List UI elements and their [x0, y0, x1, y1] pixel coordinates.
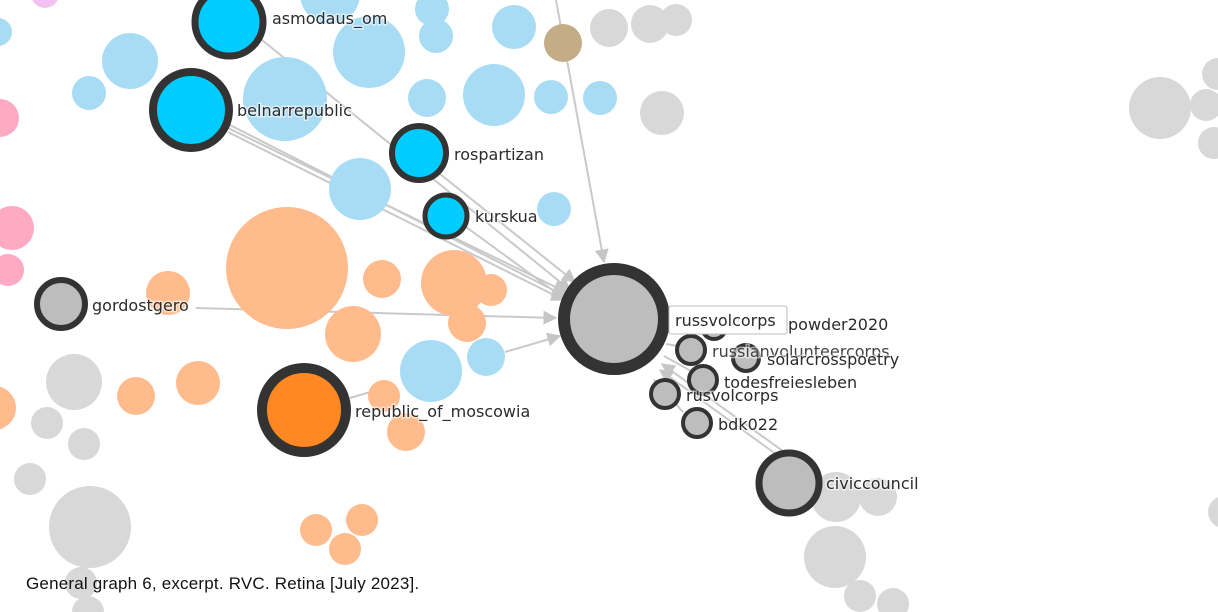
node-bdk022[interactable] — [681, 407, 713, 439]
node — [117, 377, 155, 415]
node — [68, 428, 100, 460]
label-russianvolunteercorps: russianvolunteercorps — [712, 342, 890, 361]
node — [346, 504, 378, 536]
node — [1202, 58, 1218, 90]
node-russvolcorps[interactable] — [558, 263, 670, 375]
node — [31, 407, 63, 439]
node — [363, 260, 401, 298]
node — [1208, 497, 1218, 527]
node — [300, 0, 360, 24]
node — [49, 486, 131, 568]
label-gordostgero: gordostgero — [92, 296, 189, 315]
node — [400, 340, 462, 402]
node-todesfreiesleben[interactable] — [687, 364, 719, 396]
node — [387, 413, 425, 451]
edge — [461, 223, 568, 301]
node-kurskua[interactable] — [422, 192, 470, 240]
label-powder2020: powder2020 — [788, 315, 888, 334]
node — [368, 380, 400, 412]
node — [65, 567, 97, 599]
label-belnarrepublic: belnarrepublic — [237, 101, 352, 120]
node — [333, 16, 405, 88]
node — [859, 478, 897, 516]
label-kurskua: kurskua — [475, 207, 538, 226]
node — [421, 250, 487, 316]
label-republic_of_moscowia: republic_of_moscowia — [355, 402, 530, 422]
node-republic_of_moscowia[interactable] — [257, 363, 351, 457]
node-russianvolunteercorps[interactable] — [675, 334, 707, 366]
node — [0, 99, 19, 137]
node — [226, 207, 348, 329]
node — [72, 596, 104, 612]
node — [463, 64, 525, 126]
node — [1198, 127, 1218, 159]
node — [0, 386, 16, 430]
node — [1129, 77, 1191, 139]
node — [300, 514, 332, 546]
hover-label-box — [668, 305, 788, 335]
node — [537, 192, 571, 226]
label-solarcrosspoetry: solarcrosspoetry — [767, 350, 899, 369]
node-rusvolcorps[interactable] — [649, 378, 681, 410]
node — [631, 5, 669, 43]
node — [0, 206, 34, 250]
node — [660, 4, 692, 36]
node — [844, 580, 876, 612]
node — [804, 526, 866, 588]
edge — [504, 332, 562, 353]
label-rusvolcorps: rusvolcorps — [686, 386, 778, 405]
node — [146, 271, 190, 315]
node — [811, 472, 861, 522]
node-asmodaus_om[interactable] — [191, 0, 267, 60]
node — [475, 274, 507, 306]
node — [329, 158, 391, 220]
node-solarcrosspoetry[interactable] — [731, 343, 761, 373]
figure-caption: General graph 6, excerpt. RVC. Retina [J… — [26, 574, 420, 593]
node — [325, 306, 381, 362]
node — [46, 354, 102, 410]
node — [877, 588, 909, 612]
node — [415, 0, 449, 26]
node — [329, 533, 361, 565]
highlighted-nodes — [34, 0, 823, 517]
node — [0, 18, 12, 46]
node — [492, 5, 536, 49]
node — [419, 19, 453, 53]
label-russvolcorps: russvolcorps — [675, 311, 776, 330]
node-gordostgero[interactable] — [34, 277, 88, 331]
label-rospartizan: rospartizan — [454, 145, 544, 164]
node — [590, 9, 628, 47]
node — [583, 81, 617, 115]
node-belnarrepublic[interactable] — [149, 68, 233, 152]
node — [176, 361, 220, 405]
node — [0, 254, 24, 286]
node — [102, 33, 158, 89]
node-civiccouncil[interactable] — [755, 449, 823, 517]
label-todesfreiesleben: todesfreiesleben — [724, 373, 857, 392]
node — [32, 0, 58, 8]
node — [14, 463, 46, 495]
label-civiccouncil: civiccouncil — [826, 474, 919, 493]
node — [1190, 89, 1218, 121]
node — [408, 79, 446, 117]
node — [72, 76, 106, 110]
label-bdk022: bdk022 — [718, 415, 778, 434]
node — [243, 57, 327, 141]
node — [467, 338, 505, 376]
node — [640, 91, 684, 135]
edge — [227, 131, 566, 301]
label-asmodaus_om: asmodaus_om — [272, 9, 387, 29]
node — [534, 80, 568, 114]
node — [448, 304, 486, 342]
edge — [227, 123, 567, 297]
edge — [434, 169, 577, 283]
node — [544, 24, 582, 62]
node-labels: asmodaus_om belnarrepublic rospartizan k… — [91, 8, 921, 495]
node-rospartizan[interactable] — [389, 123, 449, 183]
